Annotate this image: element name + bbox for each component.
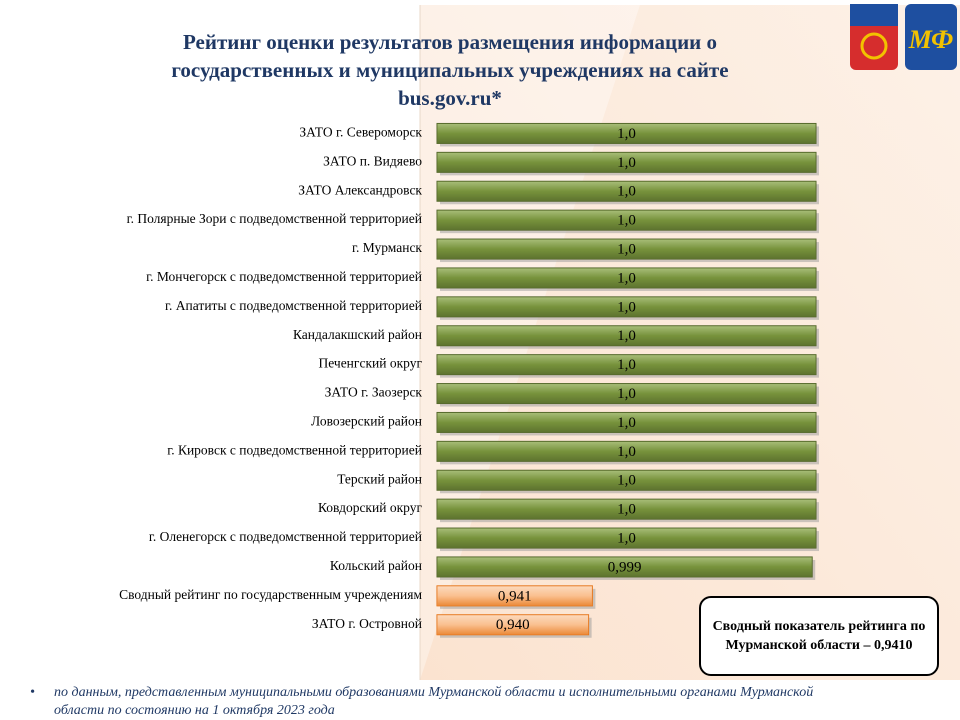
data-label: 0,941 <box>498 588 532 604</box>
y-tick-label: г. Мурманск <box>352 240 422 255</box>
bar-tint <box>437 210 816 231</box>
y-tick-label: Ловозерский район <box>311 414 422 429</box>
data-label: 0,940 <box>496 617 530 633</box>
bar-tint <box>437 267 816 288</box>
bar-tint <box>437 354 816 375</box>
data-label: 0,999 <box>608 559 642 575</box>
bar-tint <box>437 181 816 202</box>
data-label: 1,0 <box>617 415 636 431</box>
annotation: Сводный показатель рейтинга по Мурманско… <box>699 596 939 676</box>
data-label: 1,0 <box>617 299 636 315</box>
y-tick-label: Сводный рейтинг по государственным учреж… <box>119 587 422 602</box>
data-label: 1,0 <box>617 502 636 518</box>
chart-title: Рейтинг оценки результатов размещения ин… <box>171 30 729 110</box>
bar-tint <box>437 325 816 346</box>
logo-emblem <box>850 4 898 70</box>
y-tick-label: Кольский район <box>330 558 422 573</box>
data-label: 1,0 <box>617 473 636 489</box>
data-label: 1,0 <box>617 213 636 229</box>
bar-tint <box>437 412 816 433</box>
bar <box>436 238 817 260</box>
bar <box>436 614 590 636</box>
bar <box>436 469 817 491</box>
bar <box>436 411 817 433</box>
bar <box>436 354 817 376</box>
bar <box>436 556 813 578</box>
y-tick-label: Кандалакшский район <box>293 327 422 342</box>
bar <box>436 527 817 549</box>
data-label: 1,0 <box>617 126 636 142</box>
data-label: 1,0 <box>617 386 636 402</box>
bar <box>436 267 817 289</box>
y-tick-label: ЗАТО г. Заозерск <box>325 385 423 400</box>
bar <box>436 440 817 462</box>
data-label: 1,0 <box>617 241 636 257</box>
bar-tint <box>437 499 816 520</box>
bar <box>436 498 817 520</box>
bar <box>436 122 817 144</box>
bar-tint <box>437 123 816 144</box>
data-label: 1,0 <box>617 444 636 460</box>
y-tick-label: ЗАТО г. Островной <box>312 616 422 631</box>
bar-tint <box>437 152 816 173</box>
y-tick-label: ЗАТО г. Североморск <box>299 125 422 140</box>
bar-tint <box>437 296 816 317</box>
logo-ministry: МФ <box>905 4 957 70</box>
y-tick-label: Ковдорский округ <box>318 500 422 515</box>
y-tick-label: ЗАТО Александровск <box>298 182 422 197</box>
data-label: 1,0 <box>617 357 636 373</box>
svg-text:МФ: МФ <box>908 25 954 54</box>
y-tick-label: ЗАТО п. Видяево <box>323 153 422 168</box>
bar <box>436 325 817 347</box>
bar-tint <box>437 470 816 491</box>
y-tick-label: г. Оленегорск с подведомственной террито… <box>149 529 422 544</box>
bar-tint <box>437 556 813 577</box>
y-tick-label: г. Полярные Зори с подведомственной терр… <box>127 211 422 226</box>
data-label: 1,0 <box>617 328 636 344</box>
data-label: 1,0 <box>617 270 636 286</box>
bar-tint <box>437 585 593 606</box>
y-tick-label: Терский район <box>337 471 422 486</box>
bar <box>436 180 817 202</box>
bar <box>436 585 593 607</box>
bar-tint <box>437 383 816 404</box>
y-tick-label: г. Кировск с подведомственной территорие… <box>167 442 422 457</box>
data-label: 1,0 <box>617 530 636 546</box>
y-tick-label: г. Мончегорск с подведомственной террито… <box>146 269 422 284</box>
bar-tint <box>437 441 816 462</box>
data-label: 1,0 <box>617 184 636 200</box>
bar-tint <box>437 614 589 635</box>
bar <box>436 151 817 173</box>
y-tick-label: Печенгский округ <box>319 356 423 371</box>
footnote-text: по данным, представленным муниципальными… <box>54 685 814 718</box>
bar-tint <box>437 528 816 549</box>
bar-tint <box>437 239 816 260</box>
footnote: • по данным, представленным муниципальным… <box>30 684 860 720</box>
y-tick-label: г. Апатиты с подведомственной территорие… <box>165 298 422 313</box>
bar <box>436 383 817 405</box>
data-label: 1,0 <box>617 155 636 171</box>
bar <box>436 296 817 318</box>
bar <box>436 209 817 231</box>
